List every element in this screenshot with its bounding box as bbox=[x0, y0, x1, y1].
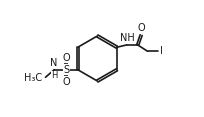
Text: S: S bbox=[63, 65, 69, 75]
Text: I: I bbox=[160, 46, 163, 56]
Text: O: O bbox=[138, 23, 146, 33]
Text: N: N bbox=[50, 58, 58, 68]
Text: O: O bbox=[62, 53, 70, 63]
Text: H₃C: H₃C bbox=[24, 73, 43, 83]
Text: O: O bbox=[62, 77, 70, 87]
Text: NH: NH bbox=[120, 33, 134, 43]
Text: H: H bbox=[51, 71, 57, 80]
